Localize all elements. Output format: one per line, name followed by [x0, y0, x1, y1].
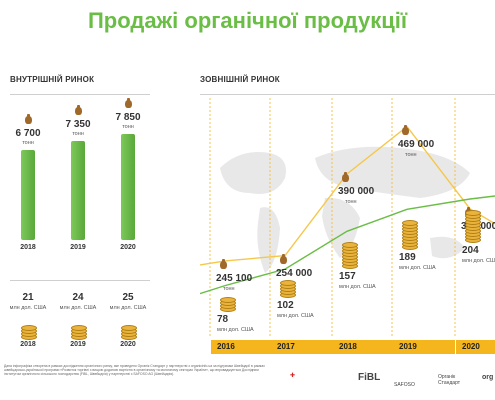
domestic-bar	[121, 134, 135, 240]
year-arrow-icon	[447, 340, 453, 354]
foreign-volume-label: 254 000	[276, 267, 313, 279]
money-bag-icon	[75, 104, 82, 115]
foreign-volume-label: 245 100	[216, 272, 253, 284]
foreign-value-unit: млн дол. США	[277, 313, 314, 320]
money-bag-icon	[280, 253, 287, 264]
coin-icon	[342, 242, 358, 249]
domestic-volume-unit: тонн	[22, 139, 34, 146]
foreign-year-label: 2016	[211, 340, 273, 354]
coin-icon	[465, 210, 481, 216]
foreign-year-label: 2017	[271, 340, 333, 354]
foreign-value-unit: млн дол. США	[399, 265, 436, 272]
domestic-divider	[10, 94, 150, 95]
foreign-value-label: 204	[462, 245, 479, 256]
domestic-heading: ВНУТРІШНІЙ РИНОК	[10, 75, 95, 84]
money-bag-icon	[402, 124, 409, 135]
domestic-volume-label: 7 350	[65, 118, 91, 130]
foreign-value-label: 78	[217, 313, 229, 325]
foreign-divider	[200, 94, 495, 95]
money-bag-icon	[342, 172, 349, 182]
coin-icon	[280, 280, 296, 287]
domestic-volume-label: 7 850	[115, 112, 141, 124]
domestic-value-unit: млн дол. США	[109, 305, 147, 311]
foreign-volume-unit: тонн	[223, 285, 235, 292]
year-arrow-icon	[387, 340, 393, 354]
domestic-volume-unit: тонн	[72, 130, 84, 137]
domestic-year-label: 2019	[70, 244, 86, 251]
domestic-volume-label: 6 700	[15, 127, 41, 139]
foreign-value-label: 189	[399, 252, 416, 264]
domestic-value-year: 2018	[20, 341, 36, 348]
domestic-value-unit: млн дол. США	[59, 305, 97, 311]
logo-organic-standard: Органік Стандарт	[438, 374, 461, 386]
foreign-value-unit: млн дол. США	[217, 326, 254, 333]
domestic-value-unit: млн дол. США	[9, 305, 47, 311]
coin-icon	[21, 325, 37, 331]
foreign-value-label: 102	[277, 300, 294, 312]
coin-icon	[402, 220, 418, 227]
domestic-divider-2	[10, 280, 150, 281]
coin-icon	[220, 296, 236, 303]
value-line	[200, 195, 495, 295]
year-arrow-icon	[325, 340, 331, 354]
swiss-flag-icon: ✚	[290, 373, 296, 379]
domestic-value-label: 25	[122, 292, 134, 303]
money-bag-icon	[220, 258, 227, 269]
money-bag-icon	[125, 98, 132, 109]
logo-org: org	[482, 374, 494, 381]
domestic-value-year: 2019	[70, 341, 86, 348]
foreign-year-label: 2019	[393, 340, 455, 354]
coin-icon	[121, 325, 137, 331]
domestic-bar	[21, 149, 35, 240]
page-title: Продажі органічної продукції	[87, 8, 408, 33]
domestic-value-label: 21	[22, 292, 34, 303]
domestic-value-year: 2020	[120, 341, 136, 348]
domestic-bar	[71, 140, 85, 240]
foreign-year-label: 2018	[333, 340, 395, 354]
logo-safoso: SAFOSO	[394, 382, 415, 388]
foreign-volume-unit: тонн	[405, 151, 417, 158]
foreign-value-label: 157	[339, 271, 356, 283]
foreign-volume-label: 390 000	[338, 186, 375, 197]
foreign-value-unit: млн дол. США	[339, 284, 376, 291]
foreign-volume-label: 469 000	[398, 138, 435, 150]
domestic-year-label: 2018	[20, 244, 36, 251]
logo-fibl: FiBL	[358, 372, 381, 383]
foreign-value-unit: млн дол. США	[462, 258, 495, 264]
money-bag-icon	[25, 113, 32, 124]
domestic-volume-unit: тонн	[122, 124, 134, 131]
foreign-year-label: 2020	[456, 340, 495, 354]
year-arrow-icon	[265, 340, 271, 354]
foreign-heading: ЗОВНІШНІЙ РИНОК	[200, 75, 280, 84]
domestic-year-label: 2020	[120, 244, 136, 251]
world-map-background	[220, 146, 470, 273]
foreign-volume-unit: тонн	[345, 199, 357, 205]
domestic-value-label: 24	[72, 292, 84, 303]
footer-note: Дана інфографіка створена в рамках дослі…	[4, 364, 265, 377]
coin-icon	[71, 325, 87, 331]
